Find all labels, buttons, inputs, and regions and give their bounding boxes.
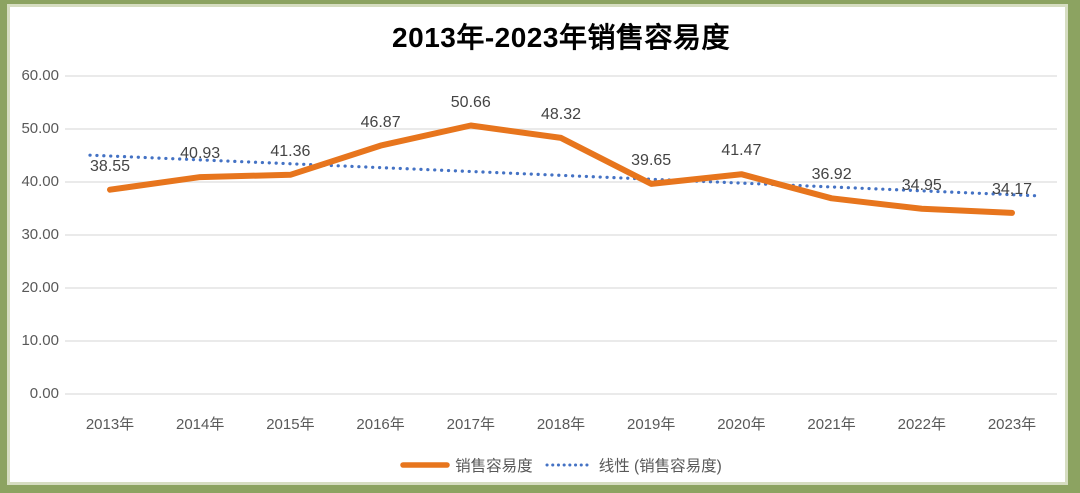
y-tick-label: 0.00	[29, 385, 59, 402]
data-label: 36.92	[811, 166, 852, 184]
y-tick-label: 10.00	[21, 332, 59, 349]
data-label: 50.66	[450, 93, 491, 111]
x-category-label: 2022年	[897, 416, 946, 433]
x-category-label: 2021年	[807, 416, 856, 433]
trendline	[88, 153, 1040, 198]
y-tick-label: 30.00	[21, 226, 59, 243]
y-tick-label: 50.00	[21, 120, 59, 137]
legend-swatch-dotted-line	[545, 463, 593, 467]
y-tick-label: 60.00	[21, 67, 59, 84]
data-label: 34,17	[991, 180, 1033, 198]
y-tick-label: 20.00	[21, 279, 59, 296]
x-category-label: 2016年	[356, 416, 405, 433]
x-category-label: 2023年	[987, 416, 1037, 433]
legend-item: 销售容易度	[400, 454, 533, 476]
data-label: 46.87	[360, 113, 401, 131]
y-tick-label: 40.00	[21, 173, 59, 190]
x-category-label: 2019年	[627, 416, 676, 433]
data-label: 41.47	[721, 142, 762, 160]
x-category-label: 2014年	[176, 416, 225, 433]
data-label: 48.32	[540, 105, 582, 123]
data-label: 39.65	[631, 151, 672, 169]
data-label: 40.93	[180, 145, 221, 163]
x-category-label: 2020年	[717, 416, 766, 433]
chart-title: 2013年-2023年销售容易度	[392, 22, 730, 53]
legend-label: 销售容易度	[455, 458, 533, 475]
data-label: 41.36	[270, 142, 311, 160]
x-category-label: 2017年	[446, 416, 495, 433]
x-category-label: 2013年	[85, 416, 135, 433]
x-category-label: 2018年	[536, 416, 586, 433]
legend-item: 线性 (销售容易度)	[544, 454, 722, 476]
legend: 销售容易度 线性 (销售容易度)	[65, 454, 1057, 476]
data-label: 34.95	[901, 176, 942, 194]
chart-canvas	[10, 7, 1065, 482]
x-category-label: 2015年	[266, 416, 315, 433]
legend-label: 线性 (销售容易度)	[598, 458, 722, 475]
data-label: 38.55	[89, 157, 131, 175]
series-line	[107, 122, 1015, 216]
legend-swatch-solid-line	[400, 462, 450, 468]
